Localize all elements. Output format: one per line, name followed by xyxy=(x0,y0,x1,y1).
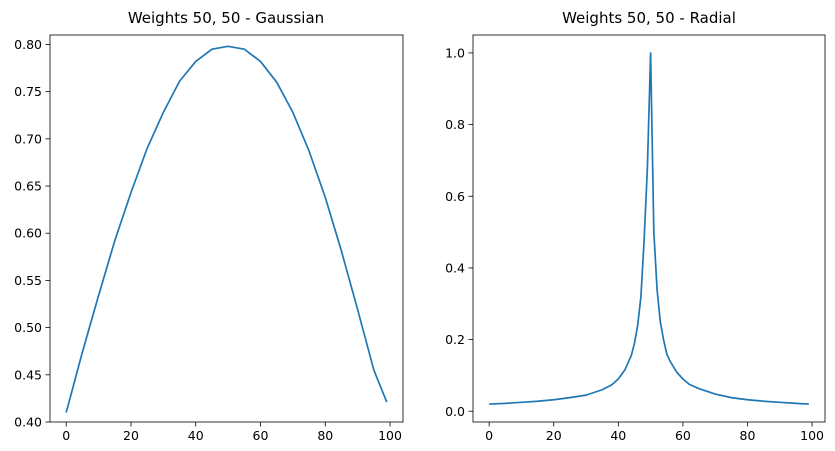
radial-ytick-label: 0.8 xyxy=(445,117,465,132)
radial-xtick-label: 100 xyxy=(800,428,824,443)
radial-ytick-label: 0.6 xyxy=(445,189,465,204)
gaussian-xtick-label: 20 xyxy=(123,428,139,443)
gaussian-xtick-label: 80 xyxy=(317,428,333,443)
radial-xtick-label: 60 xyxy=(675,428,691,443)
gaussian-ytick-label: 0.50 xyxy=(14,320,42,335)
radial-ytick-label: 1.0 xyxy=(445,45,465,60)
radial-ytick-label: 0.0 xyxy=(445,404,465,419)
gaussian-xtick-label: 0 xyxy=(62,428,70,443)
radial-xtick-label: 0 xyxy=(485,428,493,443)
radial-plot: Weights 50, 50 - Radial 0 20 40 60 80 1000.00… xyxy=(445,9,826,443)
gaussian-ytick-label: 0.65 xyxy=(14,179,42,194)
gaussian-ytick-label: 0.80 xyxy=(14,37,42,52)
radial-ytick-label: 0.2 xyxy=(445,332,465,347)
gaussian-ytick-label: 0.55 xyxy=(14,273,42,288)
gaussian-plot-marks: 0 20 40 60 80 100 0.40 0.45 0.50 0.55 0.60 0.65 0.70… xyxy=(14,37,402,443)
gaussian-ytick-label: 0.45 xyxy=(14,367,42,382)
radial-plot-title: Weights 50, 50 - Radial xyxy=(562,9,736,27)
gaussian-ytick-label: 0.40 xyxy=(14,415,42,430)
gaussian-ytick-label: 0.60 xyxy=(14,226,42,241)
radial-plot-frame xyxy=(472,34,826,423)
gaussian-ytick-label: 0.70 xyxy=(14,131,42,146)
gaussian-series-line xyxy=(65,45,388,413)
gaussian-ytick-label: 0.75 xyxy=(14,84,42,99)
gaussian-plot: Weights 50, 50 - Gaussian 0 20 40 60 80 100 0.… xyxy=(14,9,404,443)
gaussian-xtick-label: 40 xyxy=(188,428,204,443)
gaussian-xtick-label: 60 xyxy=(253,428,269,443)
radial-plot-marks: 0 20 40 60 80 100 0.0 0.2 0.4 0.6 0.8 1.0 xyxy=(445,45,824,443)
radial-xtick-label: 80 xyxy=(740,428,756,443)
gaussian-plot-frame xyxy=(49,34,404,423)
radial-xtick-label: 20 xyxy=(546,428,562,443)
radial-xtick-label: 40 xyxy=(610,428,626,443)
gaussian-xtick-label: 100 xyxy=(378,428,402,443)
radial-ytick-label: 0.4 xyxy=(445,260,465,275)
gaussian-plot-title: Weights 50, 50 - Gaussian xyxy=(128,9,324,27)
radial-series-line xyxy=(489,52,809,405)
